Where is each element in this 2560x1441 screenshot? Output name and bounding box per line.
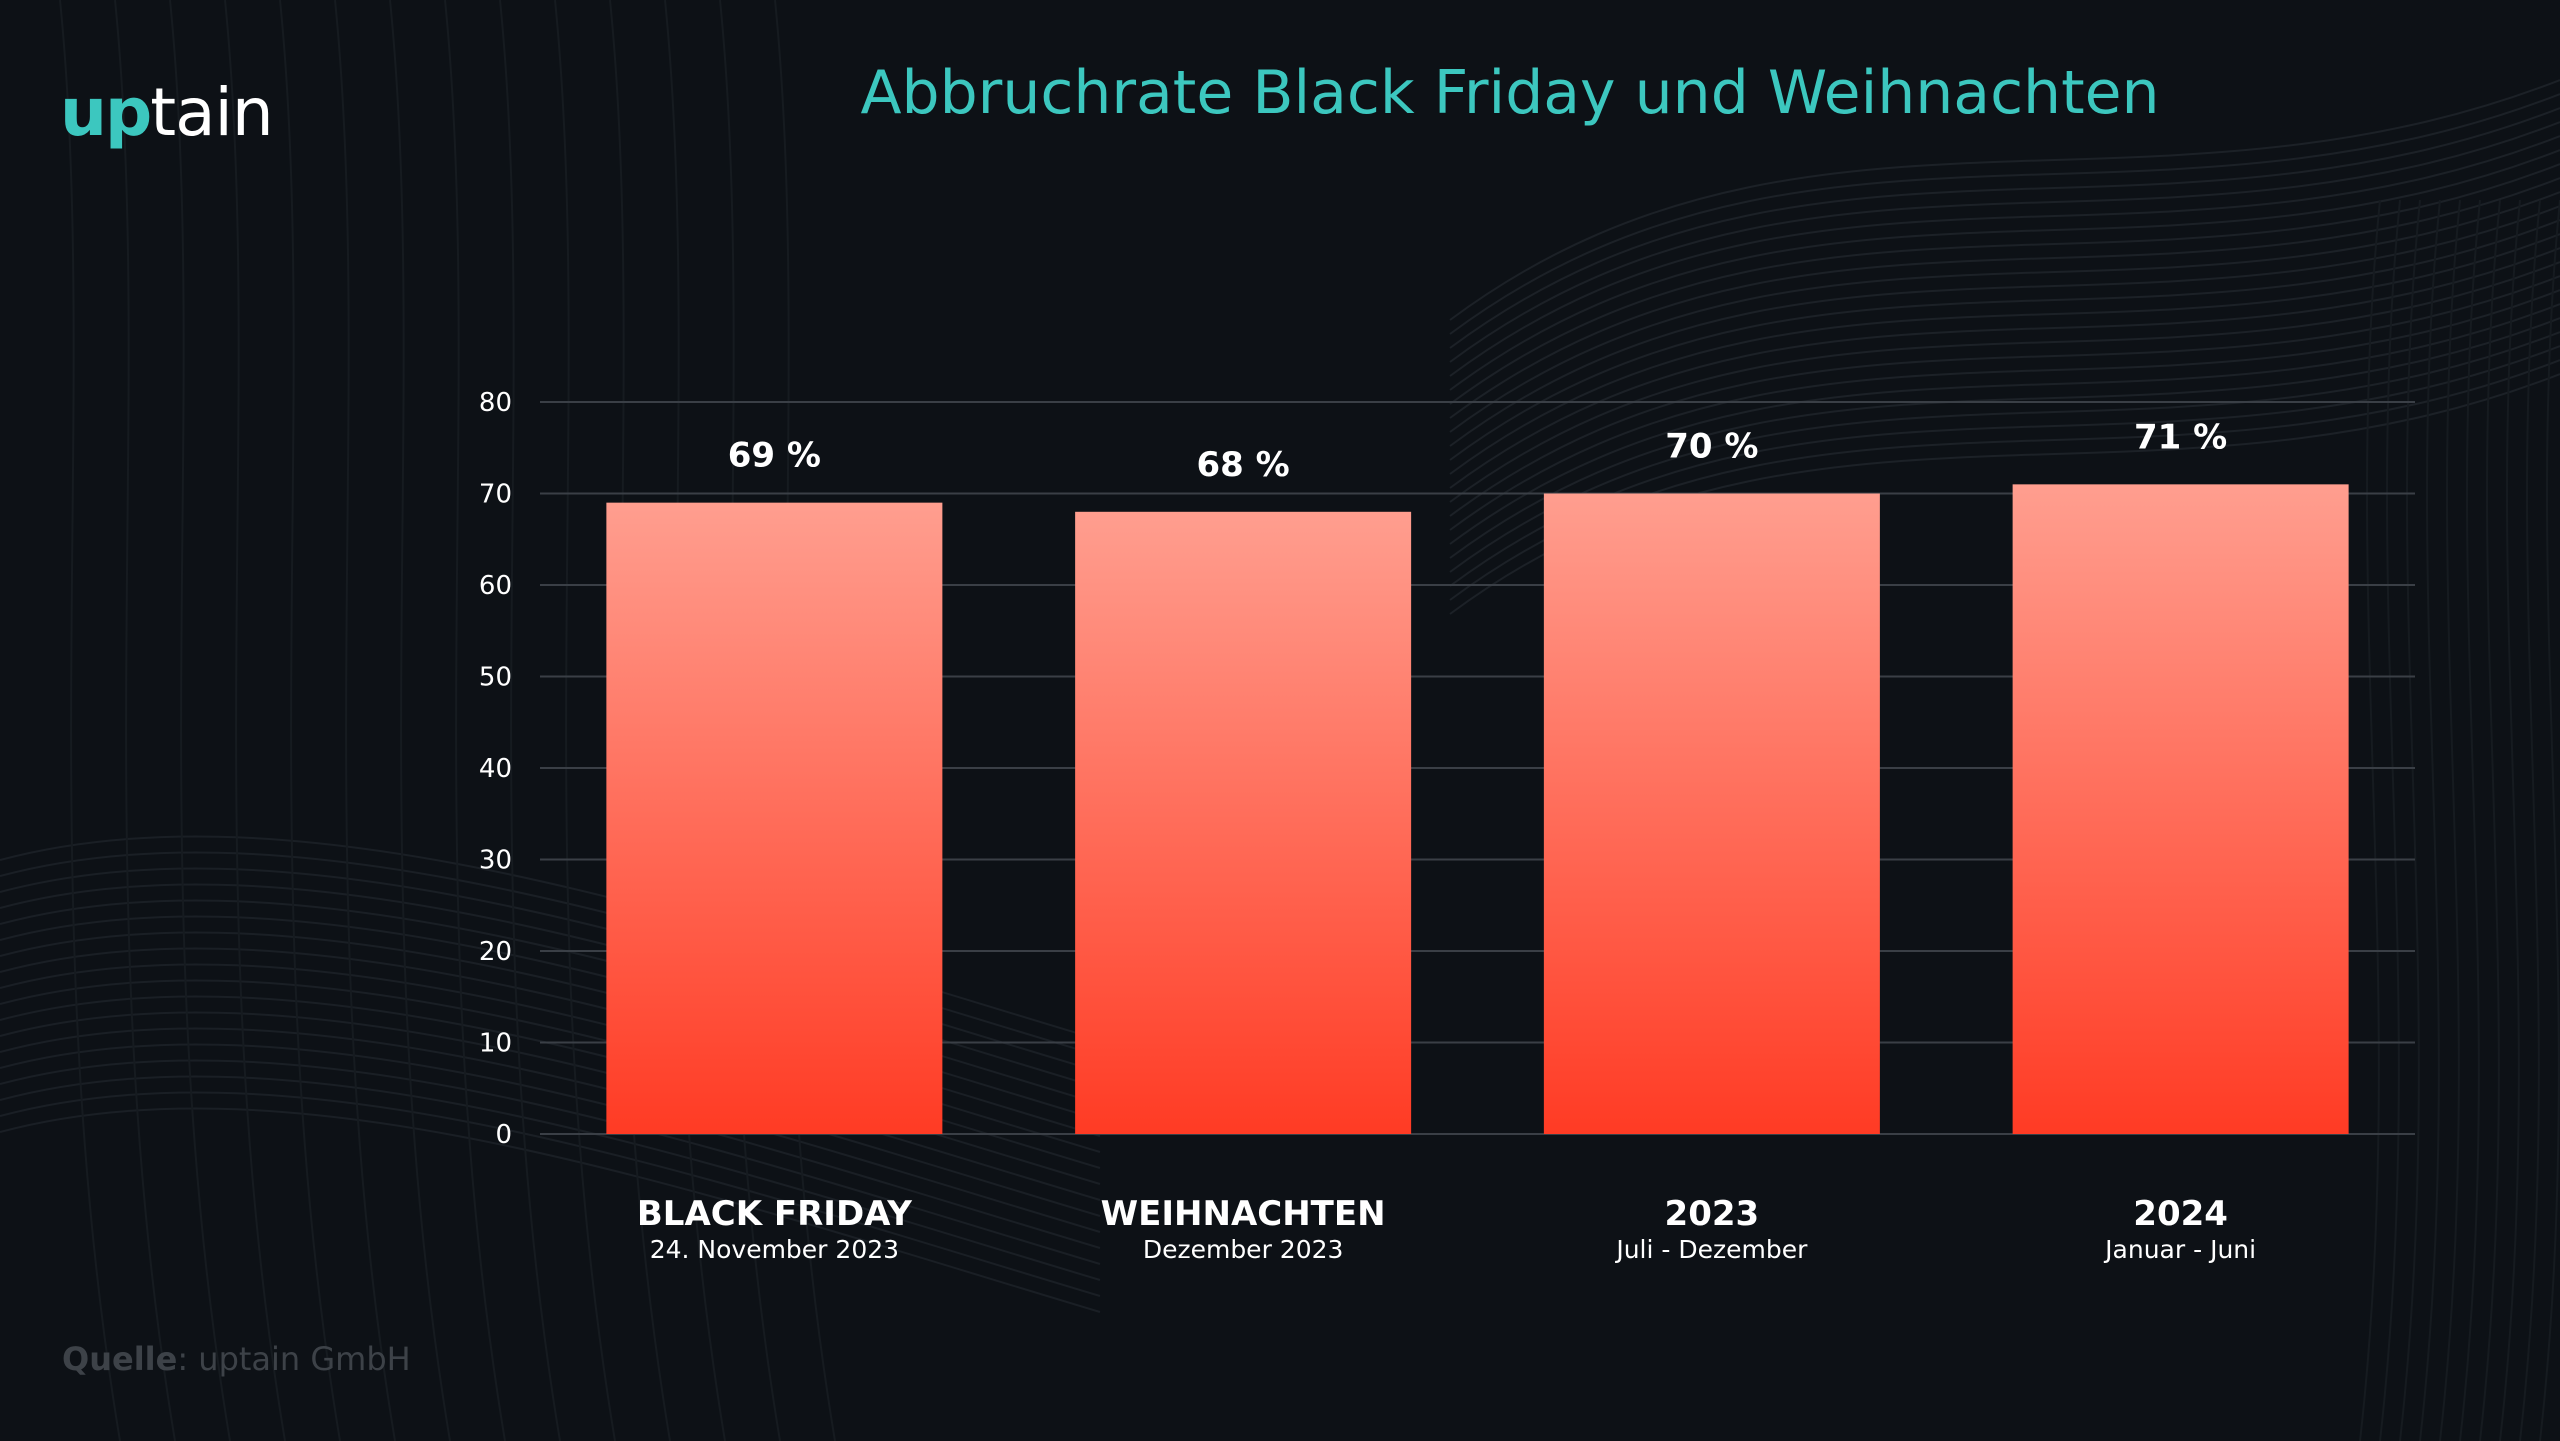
- y-tick-label: 0: [495, 1120, 512, 1150]
- y-tick-label: 50: [479, 663, 512, 693]
- logo-tain-text: tain: [150, 74, 273, 151]
- bar: [2012, 484, 2349, 1135]
- x-category-label: 2023: [1665, 1194, 1760, 1234]
- x-category-label: BLACK FRIDAY: [637, 1194, 912, 1234]
- x-sublabel: Juli - Dezember: [1614, 1235, 1808, 1264]
- page-title: Abbruchrate Black Friday und Weihnachten: [860, 58, 2160, 128]
- y-tick-label: 10: [479, 1029, 512, 1059]
- source-value: uptain GmbH: [198, 1340, 411, 1378]
- x-category-label: 2024: [2133, 1194, 2228, 1234]
- logo-up-text: up: [60, 74, 152, 151]
- bar: [606, 502, 943, 1134]
- y-tick-label: 60: [479, 571, 512, 601]
- y-tick-label: 70: [479, 480, 512, 510]
- y-tick-label: 40: [479, 754, 512, 784]
- source-note: Quelle: uptain GmbH: [62, 1340, 411, 1378]
- bar: [1543, 493, 1880, 1134]
- x-sublabel: 24. November 2023: [650, 1235, 899, 1264]
- uptain-logo: up tain: [60, 56, 274, 151]
- source-separator: :: [177, 1340, 199, 1378]
- data-label: 71 %: [2134, 417, 2227, 457]
- data-label: 69 %: [728, 436, 821, 476]
- y-tick-label: 30: [479, 846, 512, 876]
- x-category-label: WEIHNACHTEN: [1101, 1194, 1386, 1234]
- source-label: Quelle: [62, 1340, 178, 1378]
- x-sublabel: Januar - Juni: [2103, 1235, 2256, 1264]
- y-tick-label: 80: [479, 388, 512, 418]
- data-label: 68 %: [1197, 445, 1290, 485]
- bar: [1075, 511, 1412, 1134]
- x-sublabel: Dezember 2023: [1143, 1235, 1344, 1264]
- y-tick-label: 20: [479, 937, 512, 967]
- data-label: 70 %: [1665, 427, 1758, 467]
